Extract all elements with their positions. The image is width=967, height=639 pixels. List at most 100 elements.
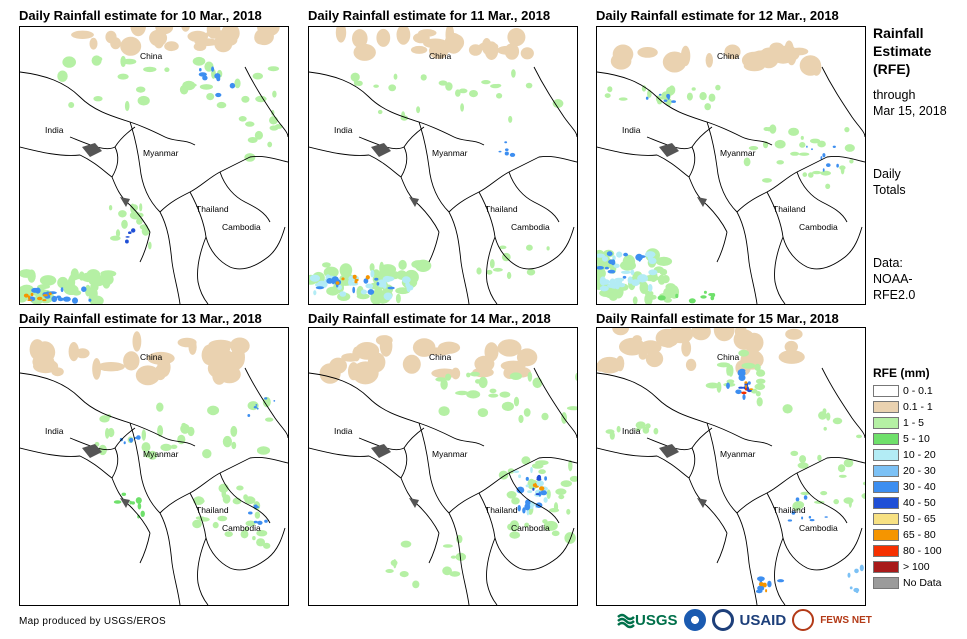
legend-swatch: [873, 433, 899, 445]
footer-credit: Map produced by USGS/EROS: [19, 616, 167, 627]
legend-swatch: [873, 561, 899, 573]
sidebar-data-line: RFE2.0: [873, 288, 916, 302]
legend-item: 30 - 40: [873, 479, 942, 495]
legend-item: 0 - 0.1: [873, 383, 942, 399]
map-label-india: India: [334, 426, 353, 436]
map-svg: China India Myanmar Thailand Cambodia: [597, 328, 865, 605]
map-svg: China India Myanmar Thailand Cambodia: [309, 335, 577, 605]
sidebar-title-line: (RFE): [873, 61, 911, 77]
noaa-logo-icon: [683, 609, 706, 631]
map-label-china: China: [717, 51, 739, 61]
map-label-india: India: [334, 125, 353, 135]
panel-title-13-mar: Daily Rainfall estimate for 13 Mar., 201…: [19, 311, 262, 326]
map-label-myanmar: Myanmar: [432, 449, 468, 459]
map-svg: China India Myanmar Thailand Cambodia: [20, 331, 288, 605]
map-label-myanmar: Myanmar: [143, 449, 179, 459]
map-label-china: China: [140, 51, 162, 61]
legend-swatch: [873, 385, 899, 397]
map-svg: China India Myanmar Thailand Cambodia: [20, 27, 288, 304]
sidebar-title-line: Rainfall: [873, 25, 924, 41]
panel-title-12-mar: Daily Rainfall estimate for 12 Mar., 201…: [596, 8, 839, 23]
panel-title-10-mar: Daily Rainfall estimate for 10 Mar., 201…: [19, 8, 262, 23]
map-label-myanmar: Myanmar: [720, 148, 756, 158]
map-panel-14-mar: China India Myanmar Thailand Cambodia: [308, 327, 578, 606]
map-panel-10-mar: China India Myanmar Thailand Cambodia: [19, 26, 289, 305]
legend-label: 0 - 0.1: [903, 385, 933, 397]
map-label-china: China: [429, 51, 451, 61]
legend-swatch: [873, 449, 899, 461]
legend: 0 - 0.1 0.1 - 1 1 - 5 5 - 10 10 - 20 20 - 30 3…: [873, 383, 942, 591]
map-svg: China India Myanmar Thailand Cambodia: [309, 27, 577, 304]
usaid-seal-icon: [711, 609, 734, 631]
map-label-india: India: [45, 426, 64, 436]
legend-swatch: [873, 513, 899, 525]
map-label-thailand: Thailand: [485, 204, 518, 214]
legend-title: RFE (mm): [873, 366, 930, 380]
map-label-cambodia: Cambodia: [222, 523, 261, 533]
sidebar-title: Rainfall Estimate (RFE): [873, 24, 931, 78]
map-label-cambodia: Cambodia: [511, 222, 550, 232]
sidebar-date: Mar 15, 2018: [873, 104, 947, 118]
map-label-china: China: [429, 352, 451, 362]
map-label-myanmar: Myanmar: [720, 449, 756, 459]
sidebar-totals-line: Daily: [873, 167, 901, 181]
fewsnet-logo-icon: [792, 609, 815, 631]
map-label-cambodia: Cambodia: [799, 222, 838, 232]
sidebar-data-line: NOAA-: [873, 272, 913, 286]
legend-label: No Data: [903, 577, 942, 589]
legend-item: 65 - 80: [873, 527, 942, 543]
legend-label: 50 - 65: [903, 513, 936, 525]
panel-title-15-mar: Daily Rainfall estimate for 15 Mar., 201…: [596, 311, 839, 326]
legend-swatch: [873, 529, 899, 541]
legend-swatch: [873, 465, 899, 477]
map-label-myanmar: Myanmar: [143, 148, 179, 158]
legend-item: 5 - 10: [873, 431, 942, 447]
legend-label: > 100: [903, 561, 930, 573]
map-label-thailand: Thailand: [773, 204, 806, 214]
map-panel-15-mar: China India Myanmar Thailand Cambodia: [596, 327, 866, 606]
panel-title-14-mar: Daily Rainfall estimate for 14 Mar., 201…: [308, 311, 551, 326]
sidebar-data-line: Data:: [873, 256, 903, 270]
legend-label: 5 - 10: [903, 433, 930, 445]
legend-item: No Data: [873, 575, 942, 591]
sidebar-totals-line: Totals: [873, 183, 906, 197]
map-label-india: India: [622, 426, 641, 436]
map-svg: China India Myanmar Thailand Cambodia: [597, 40, 865, 304]
legend-item: 1 - 5: [873, 415, 942, 431]
legend-label: 65 - 80: [903, 529, 936, 541]
map-label-china: China: [717, 352, 739, 362]
map-label-thailand: Thailand: [773, 505, 806, 515]
legend-item: 40 - 50: [873, 495, 942, 511]
sidebar-through-label: through: [873, 88, 916, 102]
usgs-logo: USGS: [617, 611, 678, 629]
map-label-china: China: [140, 352, 162, 362]
legend-item: 80 - 100: [873, 543, 942, 559]
legend-label: 80 - 100: [903, 545, 942, 557]
sidebar-through-date: through Mar 15, 2018: [873, 87, 947, 119]
map-label-india: India: [45, 125, 64, 135]
legend-item: 50 - 65: [873, 511, 942, 527]
legend-label: 1 - 5: [903, 417, 925, 429]
legend-swatch: [873, 481, 899, 493]
map-label-cambodia: Cambodia: [222, 222, 261, 232]
map-label-myanmar: Myanmar: [432, 148, 468, 158]
usgs-wave-icon: [617, 613, 635, 629]
sidebar-data-source: Data: NOAA- RFE2.0: [873, 255, 915, 303]
legend-swatch: [873, 417, 899, 429]
legend-item: 0.1 - 1: [873, 399, 942, 415]
sidebar-totals: Daily Totals: [873, 166, 906, 198]
map-label-india: India: [622, 125, 641, 135]
legend-label: 20 - 30: [903, 465, 936, 477]
map-label-cambodia: Cambodia: [511, 523, 550, 533]
usaid-logo-text: USAID: [739, 611, 787, 629]
map-label-thailand: Thailand: [196, 505, 229, 515]
legend-item: > 100: [873, 559, 942, 575]
map-panel-12-mar: China India Myanmar Thailand Cambodia: [596, 26, 866, 305]
legend-item: 10 - 20: [873, 447, 942, 463]
legend-label: 0.1 - 1: [903, 401, 933, 413]
usgs-logo-text: USGS: [635, 611, 678, 629]
map-label-thailand: Thailand: [196, 204, 229, 214]
legend-swatch: [873, 497, 899, 509]
map-panel-11-mar: China India Myanmar Thailand Cambodia: [308, 26, 578, 305]
legend-item: 20 - 30: [873, 463, 942, 479]
